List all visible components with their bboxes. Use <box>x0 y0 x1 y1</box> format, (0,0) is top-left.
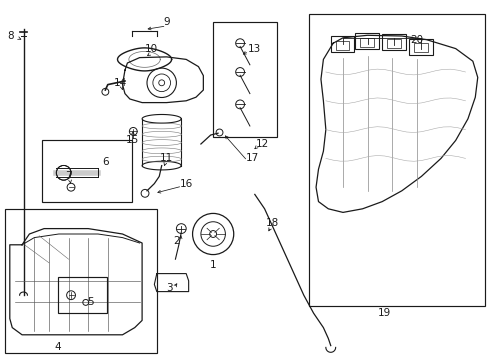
Text: 18: 18 <box>265 218 279 228</box>
Bar <box>355 33 379 49</box>
Text: 16: 16 <box>179 179 193 189</box>
Text: 3: 3 <box>166 283 172 293</box>
Bar <box>382 34 406 50</box>
Text: 5: 5 <box>87 297 94 307</box>
Bar <box>360 38 374 47</box>
Text: 14: 14 <box>113 78 127 88</box>
Bar <box>42 140 132 202</box>
Text: 12: 12 <box>255 139 269 149</box>
Text: 15: 15 <box>125 135 139 145</box>
Text: 20: 20 <box>410 35 423 45</box>
Text: 8: 8 <box>7 31 14 41</box>
Text: 1: 1 <box>210 260 217 270</box>
Bar <box>414 43 428 52</box>
Bar <box>331 36 354 52</box>
Text: 13: 13 <box>248 44 262 54</box>
Bar <box>5 209 157 353</box>
Text: 9: 9 <box>163 17 170 27</box>
Bar <box>387 39 401 48</box>
Bar <box>409 39 433 55</box>
Text: 10: 10 <box>145 44 157 54</box>
Text: 19: 19 <box>378 308 392 318</box>
Text: 17: 17 <box>245 153 259 163</box>
Text: 2: 2 <box>173 236 180 246</box>
Text: 6: 6 <box>102 157 109 167</box>
Bar <box>336 41 349 50</box>
Text: 4: 4 <box>54 342 61 352</box>
Bar <box>213 22 277 137</box>
Bar <box>58 277 107 313</box>
Text: 7: 7 <box>65 171 72 181</box>
Bar <box>309 14 485 306</box>
Text: 11: 11 <box>160 153 173 163</box>
